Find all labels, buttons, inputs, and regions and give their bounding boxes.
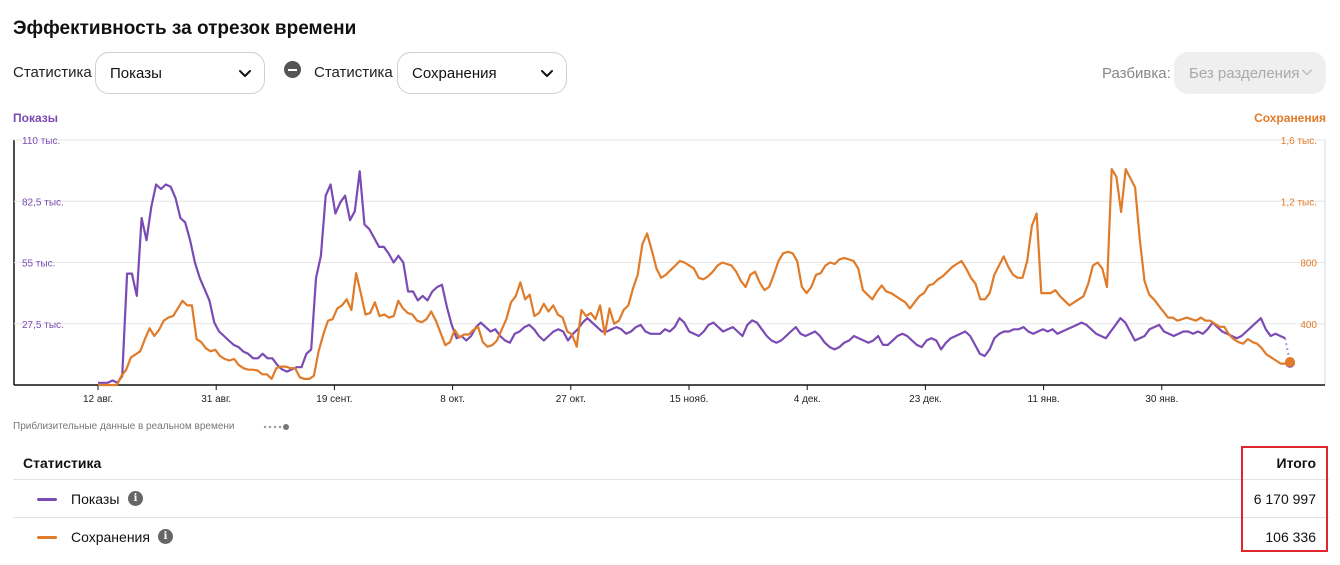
stat2-select[interactable]: Сохранения	[397, 52, 567, 94]
stat2-select-value: Сохранения	[412, 64, 497, 82]
x-tick-label: 15 нояб.	[670, 393, 709, 405]
right-tick-label: 1,2 тыс.	[1281, 197, 1317, 208]
x-tick-label: 31 авг.	[201, 394, 231, 405]
stat1-select[interactable]: Показы	[95, 52, 265, 94]
breakdown-select-value: Без разделения	[1189, 64, 1300, 82]
header-stat: Статистика	[23, 455, 102, 471]
totals-highlight	[1241, 446, 1328, 552]
breakdown-select[interactable]: Без разделения	[1174, 52, 1326, 94]
saves-swatch	[37, 536, 57, 539]
right-tick-label: 400	[1300, 320, 1317, 331]
right-series-label: Сохранения	[1254, 111, 1326, 125]
table-row-impressions: Показы i 6 170 997	[13, 480, 1329, 518]
row-total: 6 170 997	[1253, 491, 1316, 507]
x-tick-label: 30 янв.	[1145, 394, 1178, 405]
x-tick-label: 12 авг.	[83, 394, 113, 405]
left-tick-label: 110 тыс.	[22, 136, 60, 147]
info-icon[interactable]: i	[128, 491, 143, 506]
row-label: Показы	[71, 491, 120, 507]
stat1-select-value: Показы	[110, 64, 162, 82]
stat1-label: Статистика	[13, 64, 92, 81]
saves-end-point	[1285, 357, 1295, 368]
chevron-down-icon	[239, 70, 251, 77]
left-tick-label: 27,5 тыс.	[22, 320, 64, 331]
saves-line	[98, 167, 1286, 387]
right-tick-label: 800	[1300, 259, 1317, 270]
stats-table: Статистика Итого Показы i 6 170 997 Сохр…	[13, 444, 1329, 556]
stats-table-header: Статистика Итого	[13, 444, 1329, 480]
info-icon[interactable]: i	[158, 529, 173, 544]
right-tick-label: 1,6 тыс.	[1281, 136, 1317, 147]
impressions-swatch	[37, 498, 57, 501]
chevron-down-icon	[541, 70, 553, 77]
page-title: Эффективность за отрезок времени	[13, 18, 357, 39]
header-total: Итого	[1276, 455, 1316, 471]
left-tick-label: 82,5 тыс.	[22, 197, 64, 208]
x-tick-label: 23 дек.	[909, 394, 941, 405]
remove-comparison-icon[interactable]	[284, 61, 301, 78]
x-tick-label: 27 окт.	[556, 394, 586, 405]
table-row-saves: Сохранения i 106 336	[13, 518, 1329, 556]
row-label: Сохранения	[71, 529, 150, 545]
left-tick-label: 55 тыс.	[22, 259, 55, 270]
x-tick-label: 4 дек.	[794, 394, 821, 405]
realtime-dots-icon	[263, 424, 289, 430]
x-tick-label: 8 окт.	[440, 394, 465, 405]
performance-chart[interactable]: 27,5 тыс. 55 тыс. 82,5 тыс. 110 тыс. 400 800 1…	[0, 130, 1340, 420]
realtime-note: Приблизительные данные в реальном времен…	[13, 421, 235, 432]
row-total: 106 336	[1265, 529, 1316, 545]
stat2-label: Статистика	[314, 64, 393, 81]
chevron-down-icon	[1302, 69, 1312, 76]
x-tick-label: 11 янв.	[1028, 394, 1060, 405]
breakdown-label: Разбивка:	[1102, 65, 1171, 82]
x-tick-label: 19 сент.	[316, 394, 352, 405]
left-series-label: Показы	[13, 111, 58, 125]
